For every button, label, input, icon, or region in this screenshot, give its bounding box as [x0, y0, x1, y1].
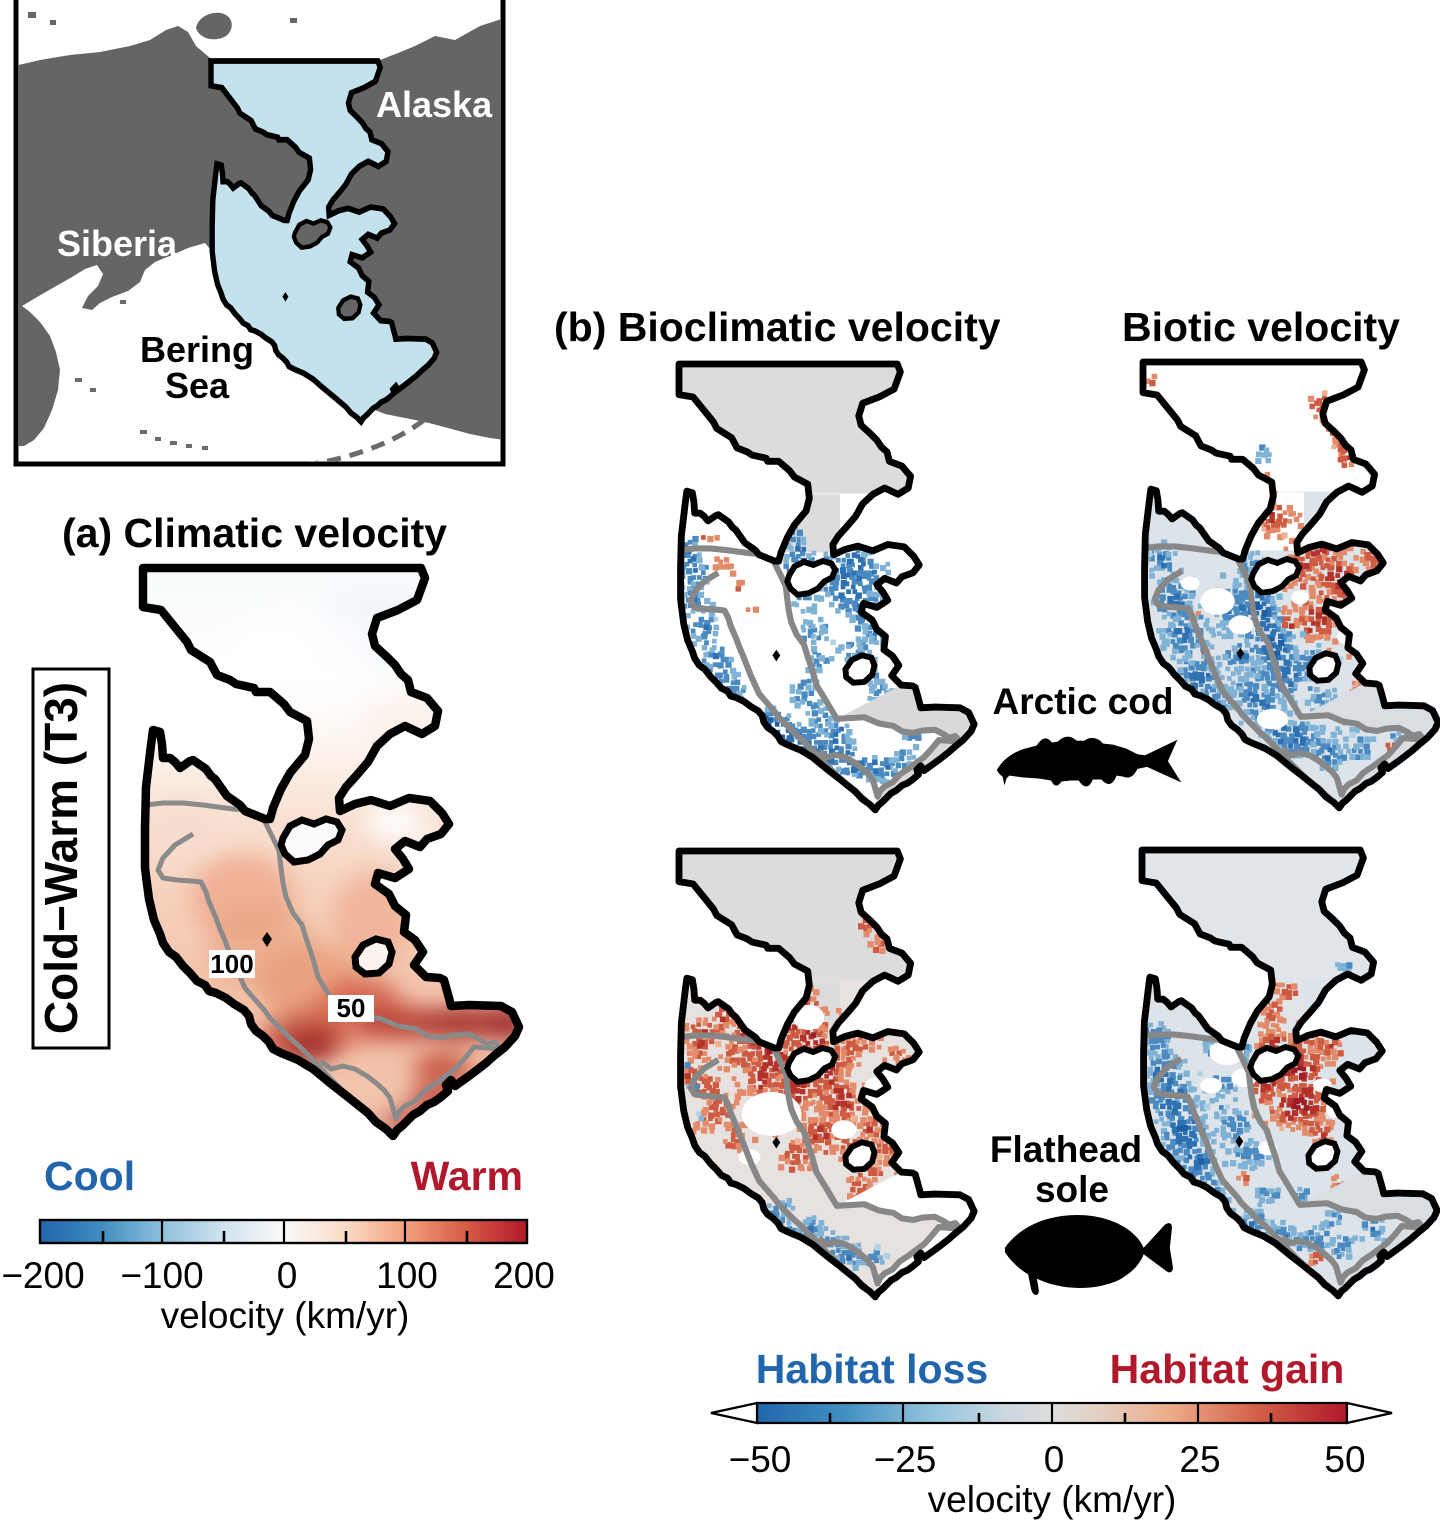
svg-text:Habitat loss: Habitat loss [756, 1346, 988, 1392]
svg-text:−200: −200 [1, 1255, 84, 1296]
svg-text:−50: −50 [729, 1439, 792, 1480]
svg-text:sole: sole [1035, 1169, 1109, 1210]
svg-text:Alaska: Alaska [376, 84, 493, 125]
svg-text:velocity (km/yr): velocity (km/yr) [928, 1479, 1177, 1520]
svg-text:velocity (km/yr): velocity (km/yr) [161, 1295, 410, 1336]
svg-text:100: 100 [376, 1255, 438, 1296]
svg-text:(a) Climatic velocity: (a) Climatic velocity [62, 510, 447, 556]
svg-text:25: 25 [1179, 1439, 1220, 1480]
svg-text:Cold−Warm (T3): Cold−Warm (T3) [35, 682, 87, 1034]
svg-text:−25: −25 [874, 1439, 937, 1480]
svg-text:100: 100 [210, 949, 253, 979]
svg-text:Siberia: Siberia [57, 223, 178, 264]
svg-text:200: 200 [493, 1255, 555, 1296]
svg-text:Habitat gain: Habitat gain [1110, 1346, 1345, 1392]
svg-text:−100: −100 [120, 1255, 203, 1296]
svg-text:0: 0 [277, 1255, 298, 1296]
svg-text:(b) Bioclimatic velocity: (b) Bioclimatic velocity [554, 304, 1001, 350]
svg-text:Arctic cod: Arctic cod [993, 681, 1174, 722]
svg-text:Sea: Sea [165, 365, 230, 406]
svg-text:Bering: Bering [140, 329, 254, 370]
svg-text:Biotic velocity: Biotic velocity [1122, 304, 1400, 350]
svg-text:Warm: Warm [411, 1153, 523, 1199]
svg-text:Cool: Cool [44, 1153, 135, 1199]
svg-text:0: 0 [1044, 1439, 1065, 1480]
svg-text:Flathead: Flathead [990, 1129, 1142, 1170]
svg-text:50: 50 [337, 993, 366, 1023]
svg-text:50: 50 [1324, 1439, 1365, 1480]
